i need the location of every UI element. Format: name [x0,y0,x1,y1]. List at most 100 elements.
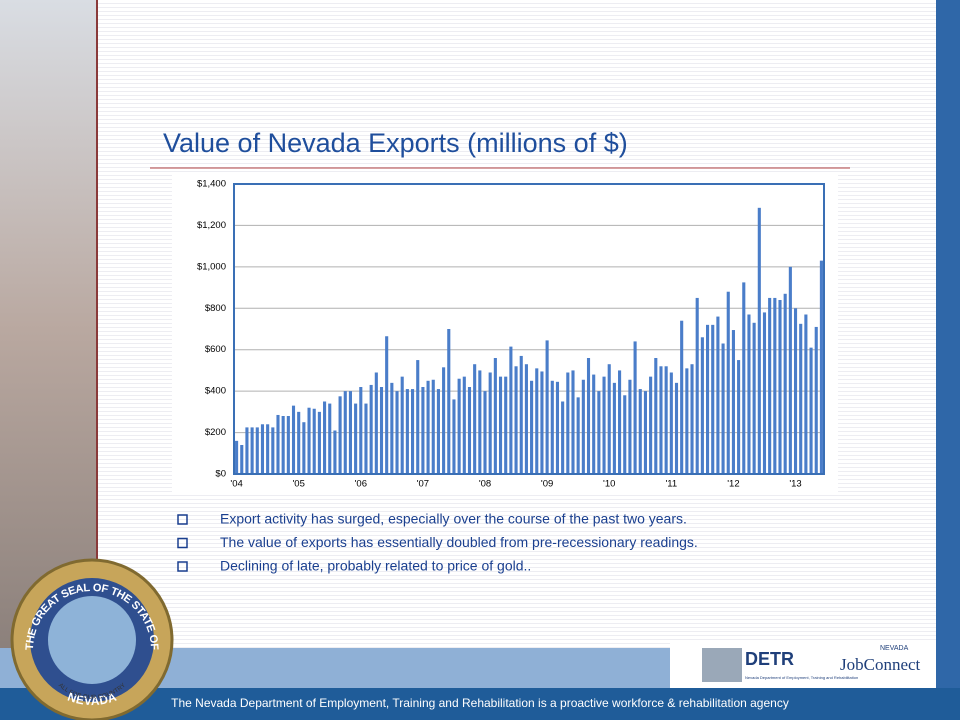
bar [674,382,679,474]
bar [602,376,606,474]
bar [618,370,622,474]
bar [493,358,497,474]
footer-text: The Nevada Department of Employment, Tra… [171,696,789,710]
bar [452,399,456,474]
bar [716,316,720,474]
bar [359,387,363,474]
bar [436,389,440,474]
bar [421,387,425,474]
bar [762,312,767,474]
x-tick-label: '08 [479,479,491,490]
x-tick-label: '10 [603,479,615,490]
bar [706,324,710,474]
bar [799,323,803,474]
bar [540,371,544,474]
bar [447,329,451,474]
bar [431,379,435,474]
bar [773,297,777,474]
x-tick-label: '12 [727,479,739,490]
photo-edge [96,0,98,660]
bar [726,291,730,474]
bar [343,391,347,474]
bar [411,389,415,474]
bar [742,282,746,474]
bar [659,366,663,474]
bar [488,372,492,474]
y-tick-label: $800 [205,303,226,314]
bar [581,379,585,474]
bar [571,370,575,474]
detr-logo: DETR [745,649,794,669]
bar [752,322,756,474]
bar [628,379,632,474]
bar [690,364,694,474]
bar [737,360,741,474]
bar [302,422,306,474]
bar [778,300,782,474]
bar [473,364,477,474]
bar [524,364,528,474]
bar [597,391,601,474]
bar [669,372,673,474]
bar [457,378,461,474]
bar [586,358,591,474]
bar [364,403,368,474]
bar [323,401,327,474]
bar [612,382,616,474]
bullet-text: Declining of late, probably related to p… [220,558,531,574]
bar [348,391,352,474]
bar [395,391,399,474]
x-tick-label: '06 [355,479,367,490]
bar [328,403,332,474]
right-bar [936,0,960,720]
bar [680,320,684,474]
x-tick-label: '05 [292,479,304,490]
bar [793,308,798,474]
bar [467,387,472,474]
bar [240,445,244,474]
bar [291,405,296,474]
bar [814,326,818,474]
bar [307,407,311,474]
plot-border [233,183,825,475]
bar [664,366,668,474]
bar [271,427,275,474]
bar [519,355,523,474]
x-tick-label: '11 [665,479,677,490]
x-tick-label: '07 [417,479,429,490]
bar [297,411,301,474]
x-tick-label: '09 [541,479,553,490]
y-tick-label: $1,400 [197,179,226,190]
bar [286,416,290,474]
bullet-text: The value of exports has essentially dou… [220,534,698,550]
bar [354,403,358,474]
photo-strip [0,0,96,660]
bar [416,360,420,474]
bar [400,376,404,474]
x-tick-label: '13 [789,479,801,490]
bar [731,330,735,474]
bar [442,367,446,474]
slide-title: Value of Nevada Exports (millions of $) [163,128,628,158]
bar [576,397,580,474]
nevada-logo: NEVADA [880,645,909,652]
bar [654,358,658,474]
bullet-icon [177,514,188,525]
x-tick-label: '04 [230,479,242,490]
bar [312,408,316,474]
bar [783,293,787,474]
seal-center [48,596,136,684]
y-tick-label: $1,000 [197,261,226,272]
bar [607,364,611,474]
bar [369,384,373,474]
bullet-text: Export activity has surged, especially o… [220,511,687,527]
bar [545,340,549,474]
bar [555,381,560,474]
bar [462,376,466,474]
bar [819,260,823,474]
bar [592,374,596,474]
bar [405,389,409,474]
bar [643,391,647,474]
detr-icon [702,648,742,682]
